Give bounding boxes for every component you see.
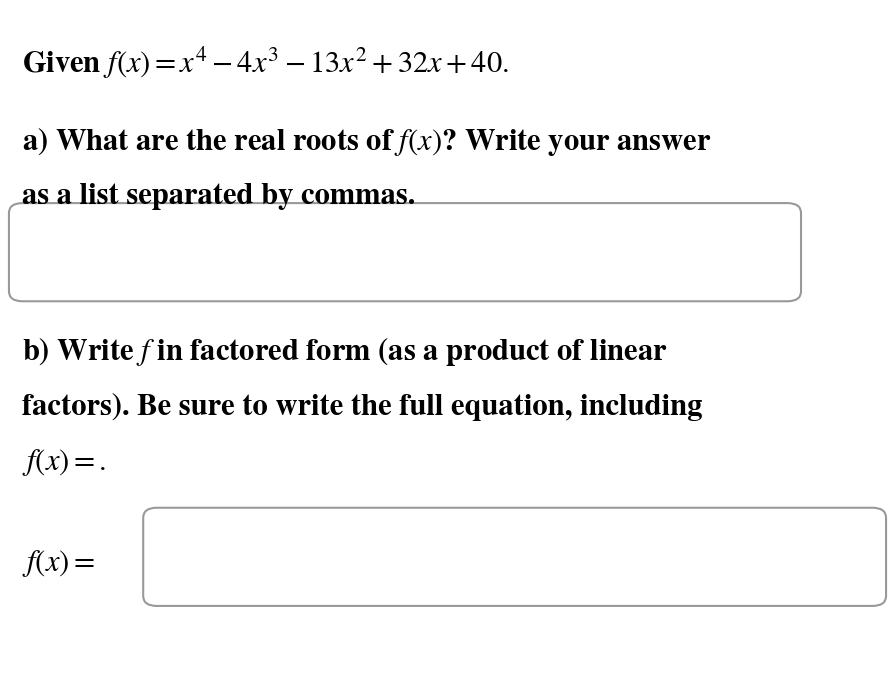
Text: $f(x) =$: $f(x) =$ [22,548,95,580]
Text: factors). Be sure to write the full equation, including: factors). Be sure to write the full equa… [22,393,702,420]
FancyBboxPatch shape [143,508,885,606]
FancyBboxPatch shape [9,203,800,301]
Text: as a list separated by commas.: as a list separated by commas. [22,183,416,210]
Text: Given $f(x) = x^4 - 4x^3 - 13x^2 + 32x + 40.$: Given $f(x) = x^4 - 4x^3 - 13x^2 + 32x +… [22,44,509,81]
Text: $\mathbf{a)}$ What are the real roots of $f(x)$? Write your answer: $\mathbf{a)}$ What are the real roots of… [22,125,711,158]
Text: $f(x) =.$: $f(x) =.$ [22,447,106,478]
Text: $\mathbf{b)}$ Write $f$ in factored form (as a product of linear: $\mathbf{b)}$ Write $f$ in factored form… [22,335,667,368]
